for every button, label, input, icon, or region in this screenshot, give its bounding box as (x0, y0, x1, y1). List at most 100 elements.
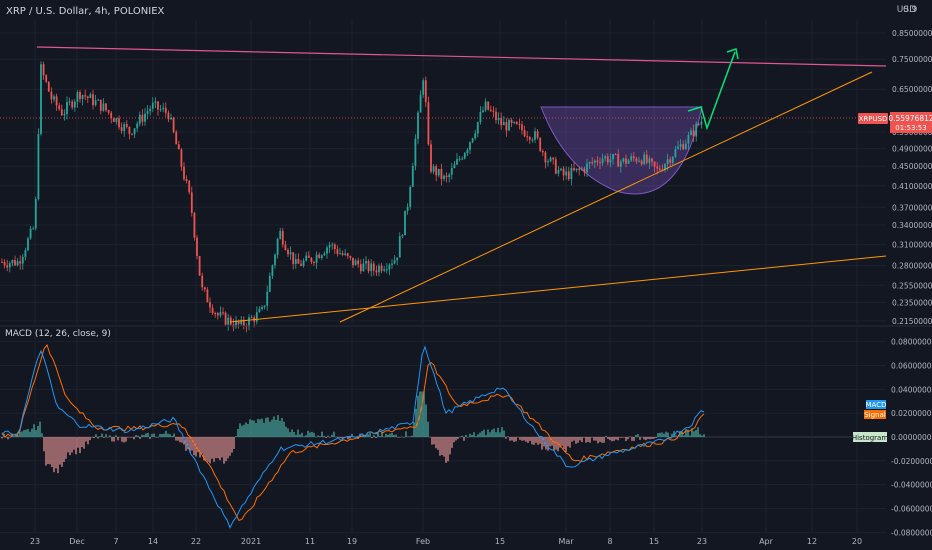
candle-body (344, 253, 347, 255)
macd-axis[interactable]: 0.08000000 0.06000000 0.04000000 0.02000000… (891, 338, 932, 538)
histogram-bar (311, 431, 313, 437)
candle-body (276, 238, 279, 255)
histogram-bar (305, 435, 307, 437)
histogram-bar (57, 437, 59, 474)
histogram-bar (617, 437, 619, 441)
candle-body (222, 312, 224, 314)
candle-body (385, 269, 388, 271)
candle-body (560, 168, 562, 171)
histogram-bar (483, 429, 485, 437)
candle-body (110, 112, 113, 119)
macd-tick-label: -0.08000000 (891, 528, 932, 537)
histogram-bar (105, 434, 107, 437)
candle-body (476, 122, 479, 134)
histogram-bar (279, 420, 281, 437)
candle-body (201, 275, 204, 288)
histogram-bar (171, 435, 173, 437)
candle-body (235, 320, 237, 328)
candle-body (510, 119, 513, 123)
histogram-bar (551, 437, 553, 446)
histogram-bar (227, 437, 229, 459)
histogram-bar (695, 429, 697, 437)
histogram-bar (285, 426, 287, 437)
histogram-bar (579, 437, 581, 441)
candle-body (250, 317, 253, 319)
price-candles[interactable] (1, 61, 703, 333)
candle-body (274, 254, 276, 266)
histogram-bar (629, 436, 631, 437)
candle-body (118, 118, 120, 128)
histogram-bar (315, 436, 317, 438)
histogram-bar (607, 437, 609, 440)
candle-body (123, 124, 126, 131)
histogram-bar (429, 436, 431, 438)
histogram-bar (199, 437, 201, 458)
histogram-bar (35, 430, 37, 437)
histogram-bar (671, 433, 673, 437)
candle-body (664, 164, 666, 171)
histogram-bar (595, 437, 597, 441)
histogram-bar (167, 433, 169, 437)
price-axis-top-tick: 0.9 (903, 5, 918, 15)
histogram-bar (481, 431, 483, 437)
histogram-bar (43, 437, 45, 452)
candle-body (58, 105, 61, 110)
histogram-bar (473, 432, 475, 437)
histogram-bar (99, 436, 101, 437)
candle-body (125, 124, 128, 127)
histogram-bar (63, 437, 65, 463)
histogram-bar (327, 435, 329, 437)
candle-body (682, 144, 685, 150)
candle-body (352, 257, 354, 266)
histogram-bar (431, 437, 433, 445)
histogram-bar (351, 433, 353, 437)
histogram-bar (307, 430, 309, 437)
histogram-bar (641, 436, 643, 438)
histogram-bar (81, 437, 83, 448)
candle-body (570, 167, 573, 180)
macd-tick-label: -0.02000000 (891, 457, 932, 466)
histogram-bar (395, 434, 397, 437)
histogram-bar (571, 437, 573, 442)
candle-body (339, 253, 341, 255)
projection-arrow-head (726, 48, 739, 60)
candle-body (554, 159, 557, 174)
histogram-bar (469, 433, 471, 437)
candle-body (112, 118, 115, 122)
macd-title[interactable]: MACD (12, 26, close, 9) (5, 329, 111, 339)
histogram-bar (375, 437, 377, 438)
histogram-bar (149, 437, 151, 439)
candle-body (638, 160, 640, 162)
symbol-label-box (858, 113, 888, 124)
signal-badge-label: Signal (864, 411, 886, 419)
histogram-bar (165, 430, 167, 437)
histogram-bar (479, 432, 481, 437)
candle-body (268, 275, 271, 292)
histogram-bar (339, 437, 341, 438)
histogram-bar (255, 423, 257, 437)
histogram-bar (593, 437, 595, 441)
candle-body (419, 94, 422, 113)
time-axis[interactable]: 23 Dec 7 14 22 2021 11 19 Feb 15 Mar 8 15 23 Apr 12 20 (30, 537, 862, 546)
candle-body (604, 156, 607, 159)
time-tick-label: 8 (607, 537, 612, 546)
candle-body (263, 305, 266, 308)
candle-body (365, 261, 367, 264)
histogram-bar (139, 437, 141, 439)
candle-body (281, 230, 284, 245)
histogram-bar (267, 417, 269, 437)
histogram-bar (13, 435, 15, 437)
histogram-bar (331, 434, 333, 437)
histogram-bar (675, 435, 677, 437)
macd-tick-label: -0.04000000 (891, 481, 932, 490)
candle-body (11, 259, 14, 264)
currency-label[interactable]: USD (897, 5, 916, 15)
histogram-bar (477, 434, 479, 437)
time-tick-label: 22 (191, 537, 201, 546)
histogram-bar (17, 435, 19, 437)
macd-pane[interactable] (1, 343, 705, 529)
histogram-bar (225, 437, 227, 462)
histogram-bar (215, 437, 217, 459)
